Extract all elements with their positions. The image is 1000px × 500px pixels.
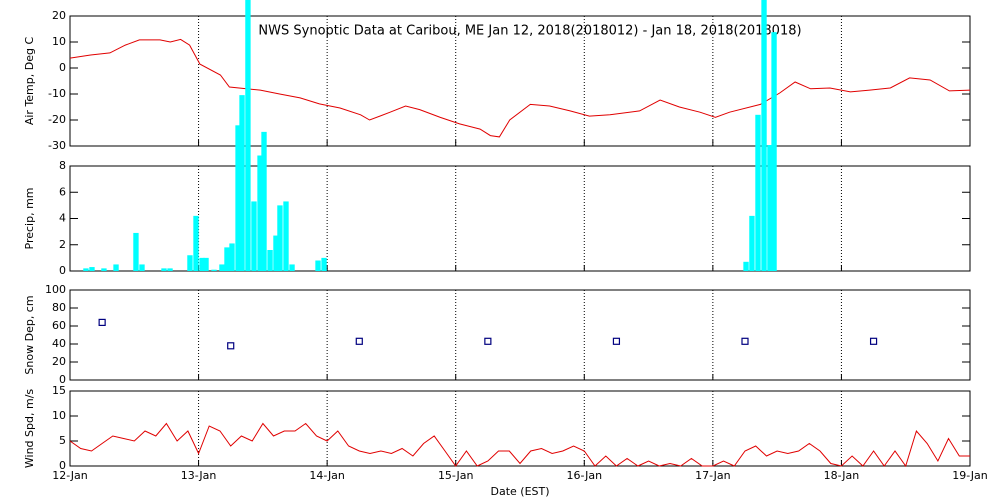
- y-tick-label: 6: [59, 185, 66, 198]
- y-tick-label: 5: [59, 434, 66, 447]
- point: [612, 337, 621, 345]
- bar: [261, 131, 267, 271]
- bar: [89, 267, 95, 271]
- point: [355, 337, 363, 345]
- y-axis-label: Air Temp, Deg C: [23, 37, 36, 126]
- bar: [139, 264, 145, 271]
- bar: [321, 257, 327, 271]
- bar: [224, 247, 230, 271]
- bar: [161, 268, 167, 271]
- bar: [767, 145, 773, 271]
- bar: [267, 250, 273, 271]
- y-tick-label: -10: [48, 87, 66, 100]
- bar: [235, 125, 241, 271]
- y-tick-label: -20: [48, 113, 66, 126]
- y-tick-label: 10: [52, 409, 66, 422]
- bar: [283, 201, 289, 271]
- y-axis-label: Wind Spd, m/s: [23, 389, 36, 469]
- bar: [743, 261, 749, 271]
- x-tick-label: 14-Jan: [309, 469, 345, 482]
- chart-title: NWS Synoptic Data at Caribou, ME Jan 12,…: [258, 24, 801, 39]
- bar: [289, 264, 295, 271]
- x-axis-label: Date (EST): [490, 485, 549, 498]
- y-tick-label: 20: [52, 355, 66, 368]
- bar: [167, 268, 173, 271]
- bar: [239, 95, 245, 271]
- x-tick-label: 18-Jan: [824, 469, 860, 482]
- bar: [257, 155, 263, 271]
- bar: [193, 215, 199, 271]
- y-tick-label: 4: [59, 212, 66, 225]
- y-tick-label: 80: [52, 301, 66, 314]
- bar: [229, 243, 235, 271]
- point: [741, 337, 749, 345]
- y-axis-label: Snow Dep, cm: [23, 295, 36, 374]
- y-tick-label: 20: [52, 9, 66, 22]
- x-tick-label: 19-Jan: [952, 469, 988, 482]
- y-tick-label: 8: [59, 159, 66, 172]
- y-tick-label: 40: [52, 337, 66, 350]
- y-tick-label: -30: [48, 139, 66, 152]
- bar: [187, 255, 193, 271]
- line: [69, 422, 970, 468]
- bar: [113, 264, 119, 271]
- bar: [277, 205, 283, 271]
- y-tick-label: 15: [52, 384, 66, 397]
- y-axis-label: Precip, mm: [23, 188, 36, 250]
- bar: [245, 0, 251, 271]
- bar: [771, 32, 777, 271]
- y-tick-label: 0: [59, 459, 66, 472]
- bar: [101, 268, 107, 271]
- x-tick-label: 16-Jan: [567, 469, 603, 482]
- x-tick-label: 15-Jan: [438, 469, 474, 482]
- panel-frame: [69, 390, 971, 467]
- bar: [273, 235, 279, 271]
- bar: [251, 201, 257, 271]
- bar: [211, 269, 217, 271]
- panel-frame: [69, 15, 971, 147]
- x-tick-label: 17-Jan: [695, 469, 731, 482]
- x-tick-label: 13-Jan: [181, 469, 217, 482]
- bar: [749, 215, 755, 271]
- y-tick-label: 0: [59, 264, 66, 277]
- bar: [755, 114, 761, 271]
- bar: [199, 257, 205, 271]
- bar: [83, 268, 89, 271]
- point: [484, 337, 492, 345]
- line: [69, 38, 971, 138]
- bar: [133, 232, 139, 271]
- point: [98, 318, 106, 326]
- y-tick-label: 10: [52, 35, 66, 48]
- x-tick-label: 12-Jan: [52, 469, 88, 482]
- y-tick-label: 0: [59, 373, 66, 386]
- point: [227, 342, 235, 350]
- y-tick-label: 0: [59, 61, 66, 74]
- bar: [761, 0, 767, 271]
- y-tick-label: 100: [45, 283, 66, 296]
- y-tick-label: 2: [59, 238, 66, 251]
- bar: [219, 264, 225, 271]
- point: [869, 337, 878, 345]
- bar: [315, 260, 321, 271]
- bar: [203, 257, 209, 271]
- y-tick-label: 60: [52, 319, 66, 332]
